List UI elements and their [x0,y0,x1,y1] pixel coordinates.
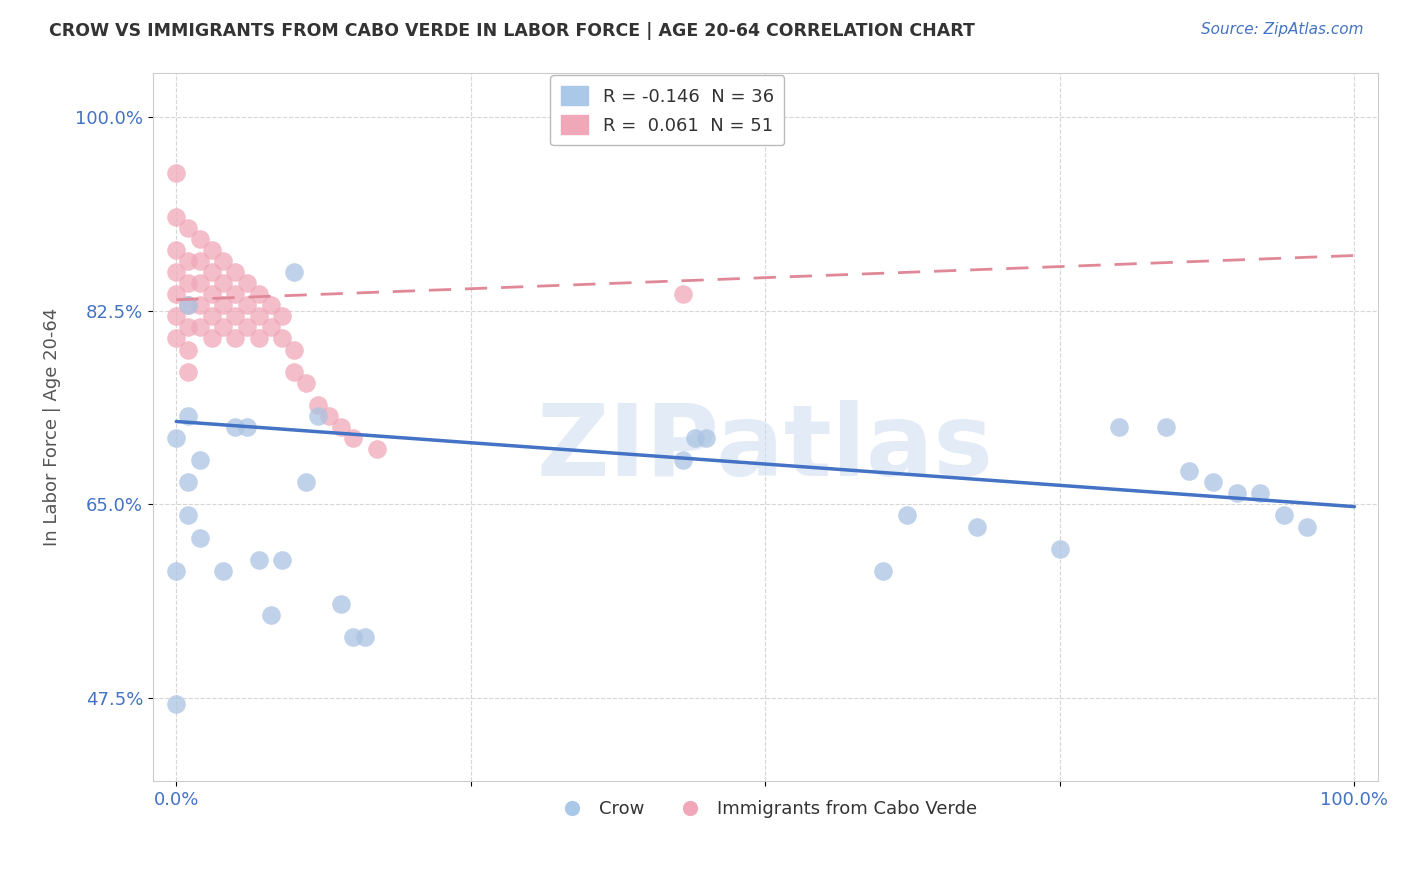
Point [259,298,281,312]
Legend: Crow, Immigrants from Cabo Verde: Crow, Immigrants from Cabo Verde [547,793,984,825]
Text: CROW VS IMMIGRANTS FROM CABO VERDE IN LABOR FORCE | AGE 20-64 CORRELATION CHART: CROW VS IMMIGRANTS FROM CABO VERDE IN LA… [49,22,976,40]
Point [165,265,187,279]
Point [188,254,211,268]
Point [177,254,200,268]
Point [177,508,200,523]
Point [1296,519,1319,533]
Point [212,254,235,268]
Point [188,531,211,545]
Point [1108,420,1130,434]
Point [177,220,200,235]
Point [295,376,318,390]
Point [224,420,246,434]
Point [224,331,246,345]
Point [271,331,294,345]
Point [1226,486,1249,500]
Point [224,310,246,324]
Point [271,553,294,567]
Point [177,475,200,490]
Point [165,697,187,711]
Point [1272,508,1295,523]
Point [1049,541,1071,556]
Point [188,232,211,246]
Point [165,210,187,224]
Point [271,310,294,324]
Point [188,453,211,467]
Point [1178,464,1201,478]
Point [283,343,305,357]
Point [177,409,200,423]
Point [236,420,259,434]
Point [212,298,235,312]
Point [212,564,235,578]
Point [201,287,224,301]
Point [966,519,988,533]
Point [695,431,717,445]
Point [201,243,224,257]
Y-axis label: In Labor Force | Age 20-64: In Labor Force | Age 20-64 [44,308,60,546]
Point [236,276,259,290]
Point [236,320,259,334]
Point [295,475,318,490]
Point [1154,420,1177,434]
Point [247,331,270,345]
Point [872,564,894,578]
Point [201,265,224,279]
Point [672,287,695,301]
Point [165,243,187,257]
Point [683,431,706,445]
Point [224,287,246,301]
Point [212,276,235,290]
Point [177,276,200,290]
Point [283,365,305,379]
Point [1202,475,1225,490]
Text: Source: ZipAtlas.com: Source: ZipAtlas.com [1201,22,1364,37]
Point [188,298,211,312]
Point [259,608,281,623]
Point [259,320,281,334]
Point [318,409,340,423]
Text: ZIPatlas: ZIPatlas [537,400,994,497]
Point [177,320,200,334]
Point [283,265,305,279]
Point [201,331,224,345]
Point [165,287,187,301]
Point [366,442,388,456]
Point [177,343,200,357]
Point [165,564,187,578]
Point [342,431,364,445]
Point [307,398,329,412]
Point [165,165,187,179]
Point [672,453,695,467]
Point [177,298,200,312]
Point [165,431,187,445]
Point [353,630,375,644]
Point [247,553,270,567]
Point [1249,486,1271,500]
Point [165,310,187,324]
Point [201,310,224,324]
Point [224,265,246,279]
Point [212,320,235,334]
Point [307,409,329,423]
Point [188,320,211,334]
Point [247,287,270,301]
Point [330,420,353,434]
Point [247,310,270,324]
Point [188,276,211,290]
Point [330,597,353,611]
Point [896,508,918,523]
Point [165,331,187,345]
Point [177,298,200,312]
Point [342,630,364,644]
Point [177,365,200,379]
Point [236,298,259,312]
